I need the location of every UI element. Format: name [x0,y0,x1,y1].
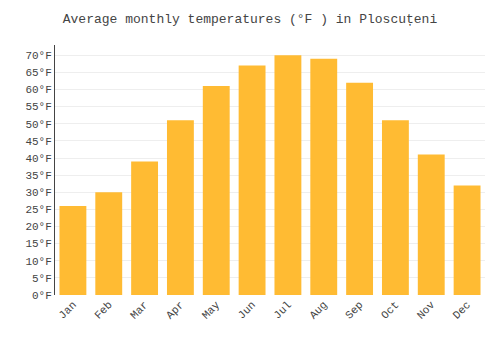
svg-text:Apr: Apr [164,299,186,321]
svg-text:Jul: Jul [271,299,293,321]
svg-text:Feb: Feb [92,299,114,321]
svg-text:60°F: 60°F [25,84,51,96]
svg-text:Sep: Sep [343,299,365,321]
svg-text:15°F: 15°F [25,238,51,250]
svg-text:Average monthly temperatures (: Average monthly temperatures (°F ) in Pl… [63,12,438,27]
svg-text:Nov: Nov [415,299,438,322]
svg-text:65°F: 65°F [25,67,51,79]
svg-text:70°F: 70°F [25,50,51,62]
svg-text:45°F: 45°F [25,136,51,148]
svg-text:50°F: 50°F [25,119,51,131]
svg-text:35°F: 35°F [25,170,51,182]
svg-text:10°F: 10°F [25,256,51,268]
svg-text:40°F: 40°F [25,153,51,165]
svg-text:0°F: 0°F [32,290,52,302]
svg-text:Mar: Mar [128,299,150,321]
svg-text:Jan: Jan [56,299,78,321]
svg-text:Oct: Oct [379,299,401,321]
svg-text:55°F: 55°F [25,101,51,113]
svg-text:Aug: Aug [307,299,329,321]
svg-text:May: May [200,299,223,322]
svg-text:25°F: 25°F [25,204,51,216]
svg-text:Dec: Dec [451,299,473,321]
svg-text:5°F: 5°F [32,273,52,285]
svg-text:30°F: 30°F [25,187,51,199]
svg-text:20°F: 20°F [25,221,51,233]
svg-text:Jun: Jun [236,299,258,321]
